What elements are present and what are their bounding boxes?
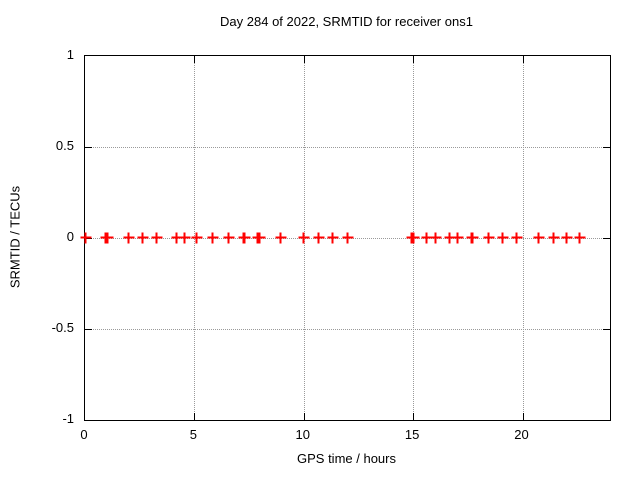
data-point-marker xyxy=(548,232,560,244)
data-point-marker xyxy=(171,232,183,244)
data-point-marker xyxy=(151,232,163,244)
y-tick-label: 0 xyxy=(66,229,74,244)
y-tick-label: -0.5 xyxy=(51,320,74,335)
data-point-marker xyxy=(511,232,523,244)
data-point-marker xyxy=(191,232,203,244)
data-point-marker xyxy=(421,232,433,244)
data-point-marker xyxy=(574,232,586,244)
x-tick-mark xyxy=(194,413,196,420)
data-point-marker xyxy=(137,232,149,244)
x-tick-label: 15 xyxy=(404,427,420,442)
h-gridline xyxy=(85,329,610,330)
y-tick-mark xyxy=(603,147,610,148)
x-tick-mark xyxy=(413,56,415,63)
x-tick-label: 5 xyxy=(189,427,197,442)
x-tick-mark xyxy=(413,413,415,420)
x-tick-mark xyxy=(303,413,305,420)
y-tick-mark xyxy=(85,238,92,239)
h-gridline xyxy=(85,147,610,148)
data-point-marker xyxy=(327,232,339,244)
data-point-marker xyxy=(561,232,573,244)
data-point-marker xyxy=(223,232,235,244)
data-point-marker xyxy=(342,232,353,244)
data-point-marker xyxy=(80,232,92,244)
data-point-marker xyxy=(313,232,325,244)
data-point-marker xyxy=(239,232,251,244)
data-point-marker xyxy=(533,232,545,244)
x-tick-mark xyxy=(522,413,524,420)
x-tick-label: 0 xyxy=(80,427,88,442)
x-tick-mark xyxy=(303,56,305,63)
chart-title: Day 284 of 2022, SRMTID for receiver ons… xyxy=(220,14,473,29)
data-point-marker xyxy=(408,232,420,244)
y-tick-label: 0.5 xyxy=(55,138,74,153)
data-point-marker xyxy=(483,232,495,244)
data-point-marker xyxy=(444,232,456,244)
data-point-marker xyxy=(102,232,114,244)
x-axis-label: GPS time / hours xyxy=(297,451,396,466)
plot-area xyxy=(80,55,611,421)
y-tick-mark xyxy=(603,238,610,239)
y-tick-label: -1 xyxy=(62,411,74,426)
data-point-marker xyxy=(452,232,464,244)
x-tick-mark xyxy=(522,56,524,63)
y-tick-label: 1 xyxy=(66,47,74,62)
data-point-marker xyxy=(179,232,191,244)
data-point-marker xyxy=(430,232,442,244)
x-tick-label: 20 xyxy=(514,427,529,442)
y-tick-mark xyxy=(85,147,92,148)
y-tick-mark xyxy=(603,329,610,330)
y-tick-mark xyxy=(85,329,92,330)
data-point-marker xyxy=(275,232,287,244)
x-tick-label: 10 xyxy=(295,427,310,442)
x-tick-mark xyxy=(194,56,196,63)
data-point-marker xyxy=(298,232,310,244)
data-point-marker xyxy=(207,232,219,244)
data-point-marker xyxy=(254,232,266,244)
data-point-marker xyxy=(497,232,509,244)
data-point-marker xyxy=(123,232,135,244)
data-point-marker xyxy=(467,232,479,244)
